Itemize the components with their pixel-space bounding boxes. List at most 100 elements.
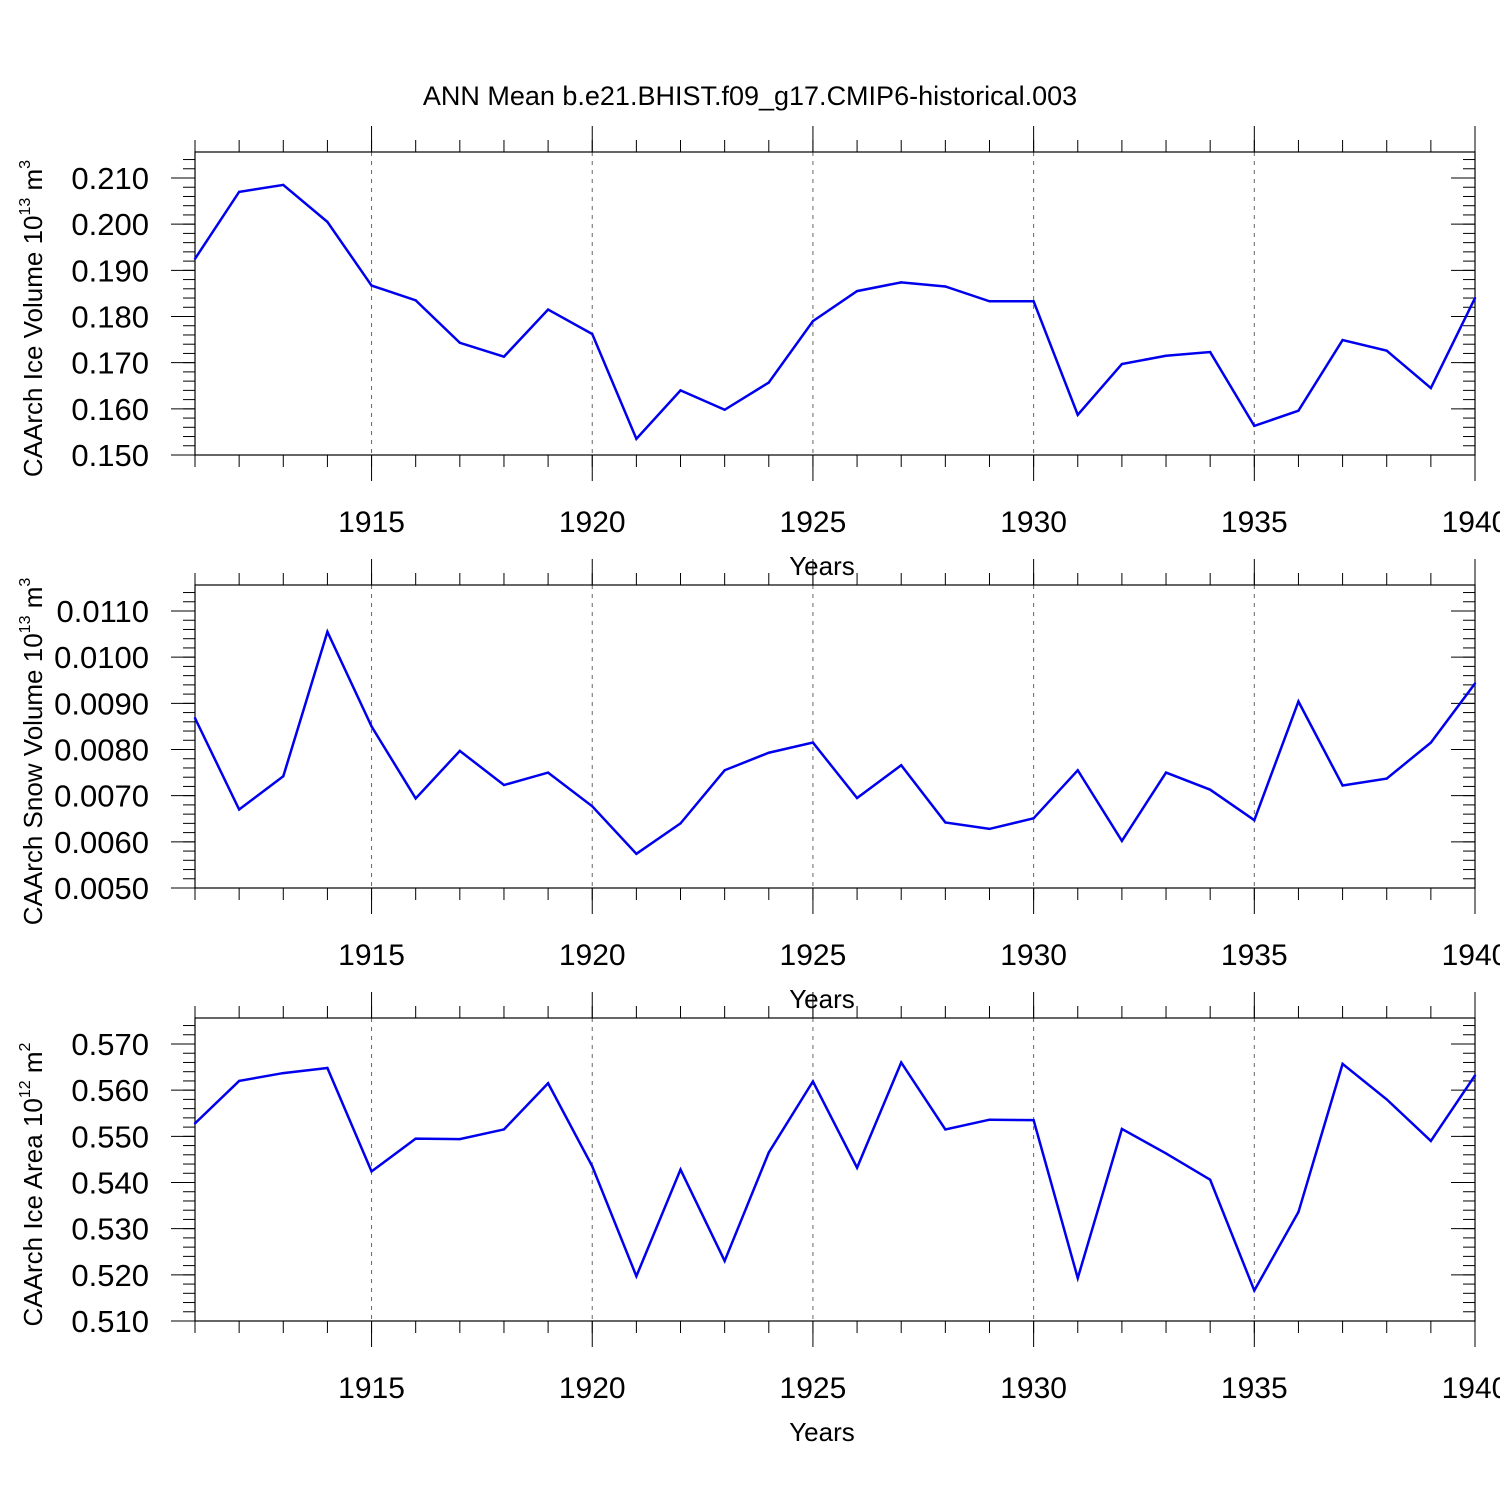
y-axis-label: CAArch Snow Volume 1013 m3 <box>17 578 48 926</box>
data-point-1914 <box>326 630 329 633</box>
data-point-1920 <box>591 805 594 808</box>
data-point-1920 <box>591 1165 594 1168</box>
y-tick-label: 0.0090 <box>54 686 149 721</box>
data-point-1935 <box>1253 818 1256 822</box>
data-point-1925 <box>811 1080 815 1083</box>
y-tick-label: 0.190 <box>71 253 149 288</box>
data-point-1919 <box>546 771 550 774</box>
data-point-1921 <box>635 852 638 856</box>
data-point-1926 <box>855 289 859 293</box>
data-point-1935 <box>1253 424 1256 428</box>
data-point-1918 <box>502 783 506 787</box>
data-point-1914 <box>326 1066 329 1070</box>
data-point-1915 <box>370 725 373 728</box>
data-point-1913 <box>282 183 285 187</box>
panel-3: 0.510 0.520 0.530 0.540 0.550 0.560 0.570 1915 1… <box>17 992 1500 1447</box>
data-point-1915 <box>370 1170 373 1173</box>
panel-2: 0.0050 0.0060 0.0070 0.0080 0.0090 0.0100 0.01… <box>17 559 1500 1014</box>
data-point-1913 <box>282 775 285 778</box>
data-point-1916 <box>414 797 417 800</box>
data-point-1940 <box>1473 1074 1477 1077</box>
data-point-1913 <box>282 1071 285 1075</box>
data-point-1926 <box>855 1166 859 1169</box>
y-tick-label: 0.540 <box>71 1166 149 1201</box>
data-point-1924 <box>767 751 770 754</box>
y-tick-label: 0.560 <box>71 1073 149 1108</box>
data-point-1938 <box>1385 1098 1388 1101</box>
data-point-1917 <box>458 749 462 753</box>
data-point-1926 <box>855 796 859 800</box>
y-tick-label: 0.530 <box>71 1212 149 1247</box>
series-line-1 <box>194 1059 1477 1294</box>
data-point-1930 <box>1032 817 1035 820</box>
plot-frame <box>194 1017 1476 1322</box>
data-point-1914 <box>326 220 329 224</box>
x-tick-label: 1930 <box>1000 1372 1067 1405</box>
data-point-1911 <box>193 1122 197 1125</box>
x-tick-label: 1940 <box>1442 1372 1500 1405</box>
y-tick-label: 0.550 <box>71 1119 149 1154</box>
data-point-1936 <box>1297 700 1300 703</box>
data-point-1919 <box>546 308 550 311</box>
x-tick-label: 1915 <box>338 1372 405 1405</box>
data-point-1938 <box>1385 349 1388 352</box>
panels: 0.150 0.160 0.170 0.180 0.190 0.200 0.210 1915 1… <box>17 126 1500 1447</box>
data-point-1938 <box>1385 777 1388 780</box>
data-point-1932 <box>1120 839 1124 843</box>
x-tick-label: 1920 <box>559 939 626 972</box>
data-point-1925 <box>811 319 815 323</box>
data-point-1939 <box>1429 741 1433 744</box>
data-point-1940 <box>1473 296 1477 300</box>
data-point-1924 <box>767 1151 770 1154</box>
figure-title: ANN Mean b.e21.BHIST.f09_g17.CMIP6-histo… <box>423 81 1077 111</box>
data-point-1912 <box>237 808 241 811</box>
data-point-1933 <box>1164 771 1168 774</box>
data-point-1917 <box>458 341 462 345</box>
data-point-1927 <box>900 281 903 284</box>
x-tick-label: 1920 <box>559 506 626 539</box>
y-tick-label: 0.170 <box>71 346 149 381</box>
data-point-1936 <box>1297 409 1300 412</box>
series-line-1 <box>193 628 1477 856</box>
data-point-1932 <box>1120 1127 1124 1131</box>
data-point-1921 <box>635 437 638 441</box>
x-tick-label: 1925 <box>780 1372 847 1405</box>
data-point-1940 <box>1473 682 1477 685</box>
x-tick-label: 1935 <box>1221 939 1288 972</box>
x-tick-label: 1935 <box>1221 506 1288 539</box>
data-point-1923 <box>723 408 726 411</box>
data-point-1928 <box>944 1128 947 1131</box>
data-point-1934 <box>1208 350 1212 354</box>
y-tick-label: 0.150 <box>71 438 149 473</box>
x-axis-label: Years <box>789 551 855 581</box>
data-point-1928 <box>944 285 947 288</box>
panel-1: 0.150 0.160 0.170 0.180 0.190 0.200 0.210 1915 1… <box>17 126 1500 581</box>
data-point-1922 <box>679 822 682 825</box>
x-tick-label: 1925 <box>780 506 847 539</box>
data-point-1937 <box>1341 784 1344 787</box>
y-tick-label: 0.0110 <box>56 594 149 629</box>
x-tick-label: 1915 <box>338 506 405 539</box>
x-tick-label: 1920 <box>559 1372 626 1405</box>
data-point-1930 <box>1032 1118 1035 1122</box>
data-point-1927 <box>900 1061 903 1064</box>
data-point-1925 <box>811 741 815 744</box>
x-tick-label: 1940 <box>1442 939 1500 972</box>
y-tick-label: 0.180 <box>71 300 149 335</box>
data-point-1936 <box>1297 1210 1300 1214</box>
data-point-1937 <box>1341 1062 1344 1066</box>
x-tick-label: 1915 <box>338 939 405 972</box>
data-point-1932 <box>1120 362 1124 366</box>
data-point-1931 <box>1076 413 1079 417</box>
data-point-1922 <box>679 389 682 392</box>
y-tick-label: 0.0070 <box>54 779 149 814</box>
x-tick-label: 1930 <box>1000 939 1067 972</box>
data-point-1927 <box>900 763 903 767</box>
x-axis-label: Years <box>789 1417 855 1447</box>
data-point-1928 <box>944 821 947 824</box>
y-tick-label: 0.0050 <box>54 871 149 906</box>
y-tick-label: 0.160 <box>71 392 149 427</box>
data-point-1933 <box>1164 1152 1168 1155</box>
series-line-1 <box>193 183 1477 442</box>
y-tick-label: 0.200 <box>71 207 149 242</box>
